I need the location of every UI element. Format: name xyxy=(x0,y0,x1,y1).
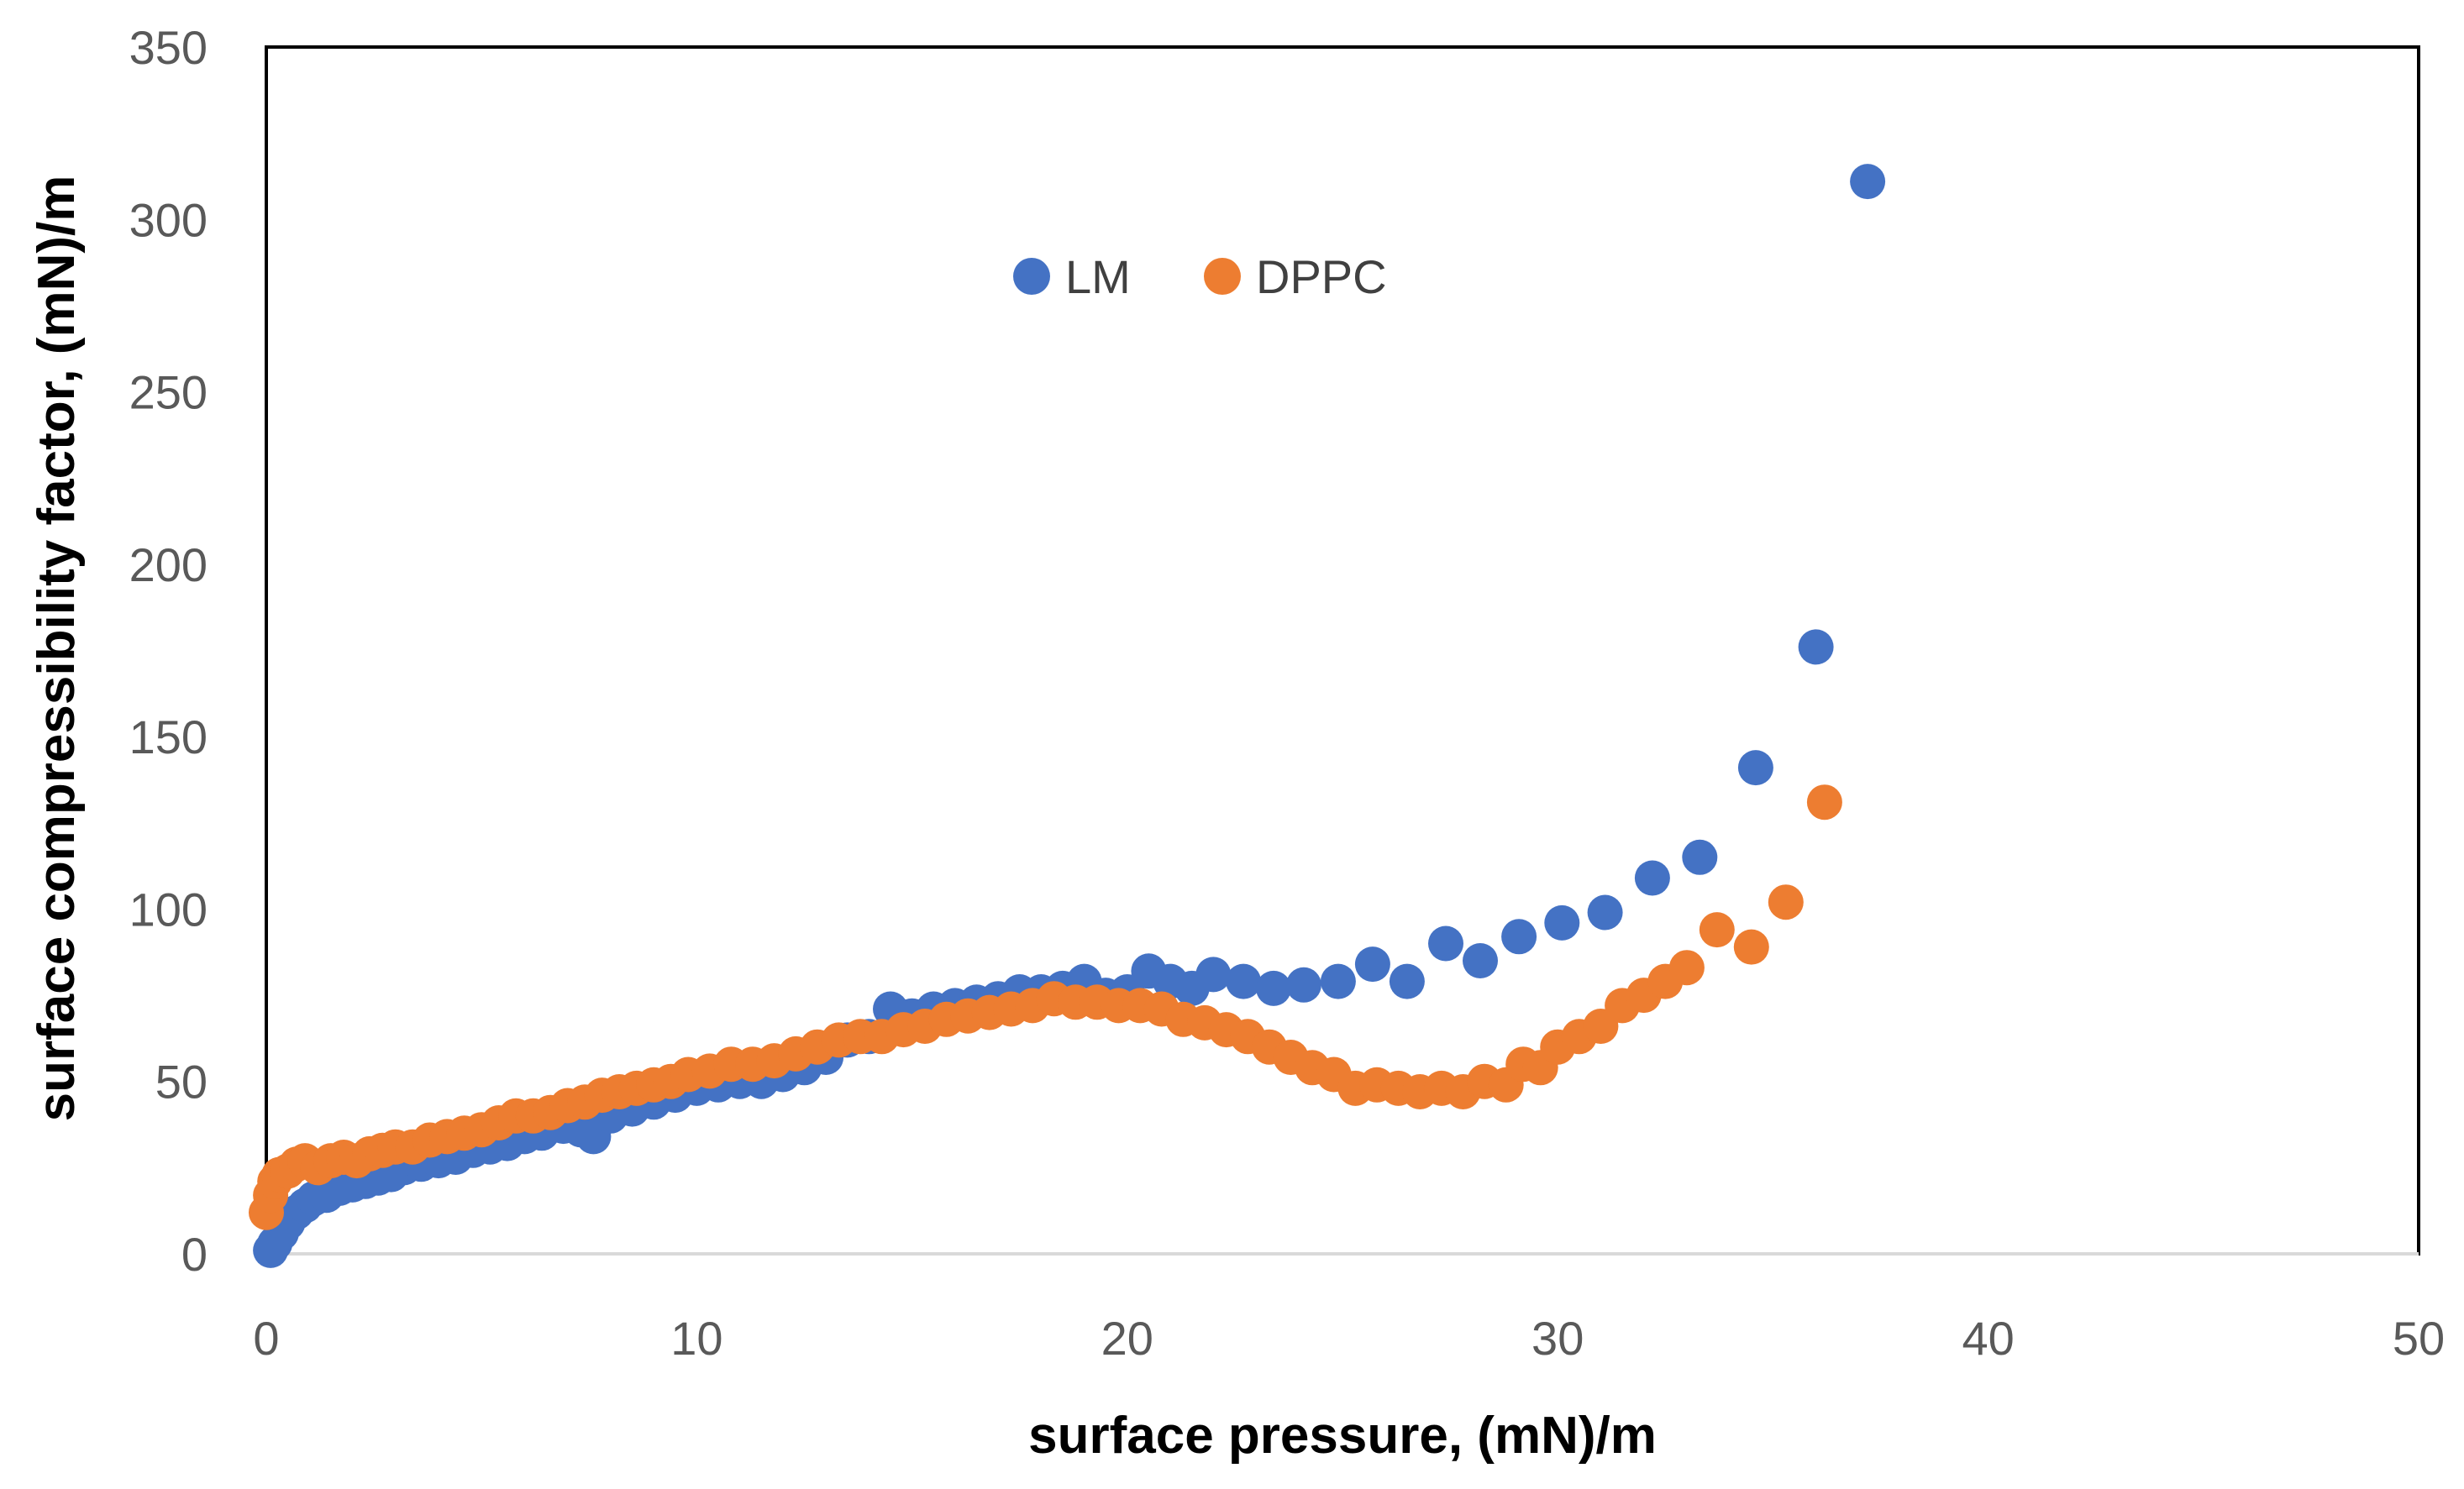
x-axis-tick-labels: 0 10 20 30 40 50 xyxy=(253,1312,2445,1365)
lm-point xyxy=(1634,860,1670,896)
dppc-point xyxy=(1733,929,1769,965)
legend-label-dppc: DPPC xyxy=(1256,250,1387,303)
lm-point xyxy=(1320,963,1356,999)
y-tick-label: 350 xyxy=(129,21,208,74)
lm-point xyxy=(1354,946,1390,983)
x-tick-label: 0 xyxy=(253,1312,279,1365)
lm-point xyxy=(1226,963,1262,999)
legend-label-lm: LM xyxy=(1065,250,1131,303)
y-axis-tick-labels: 0 50 100 150 200 250 300 350 xyxy=(129,21,208,1281)
lm-point xyxy=(1544,904,1580,941)
lm-point xyxy=(1850,164,1886,200)
legend-marker-dppc xyxy=(1204,258,1241,295)
x-tick-label: 20 xyxy=(1101,1312,1153,1365)
y-tick-label: 200 xyxy=(129,538,208,591)
lm-point xyxy=(1285,967,1321,1003)
x-tick-label: 30 xyxy=(1531,1312,1584,1365)
lm-point xyxy=(1501,919,1537,955)
series-dppc xyxy=(249,784,1842,1230)
dppc-point xyxy=(1699,912,1735,948)
x-tick-label: 40 xyxy=(1962,1312,2014,1365)
lm-point xyxy=(1587,894,1623,931)
lm-point xyxy=(1737,750,1773,786)
x-tick-label: 50 xyxy=(2393,1312,2445,1365)
y-tick-label: 300 xyxy=(129,193,208,246)
lm-point xyxy=(1256,970,1291,1006)
series-lm xyxy=(253,164,1886,1268)
y-tick-label: 50 xyxy=(155,1056,208,1109)
dppc-point xyxy=(1768,884,1804,920)
dppc-point xyxy=(1668,950,1705,986)
legend: LM DPPC xyxy=(1013,250,1387,303)
y-tick-label: 100 xyxy=(129,883,208,936)
dppc-point xyxy=(1806,784,1842,821)
lm-point xyxy=(1428,925,1463,962)
lm-point xyxy=(1195,957,1232,993)
lm-point xyxy=(1682,839,1718,875)
lm-point xyxy=(1389,963,1425,999)
y-tick-label: 250 xyxy=(129,366,208,419)
lm-point xyxy=(1463,943,1498,978)
x-axis-title: surface pressure, (mN)/m xyxy=(1028,1407,1657,1465)
lm-point xyxy=(1798,629,1834,665)
x-tick-label: 10 xyxy=(670,1312,722,1365)
y-tick-label: 0 xyxy=(181,1228,208,1281)
y-axis-title: surface compressibility factor, (mN)/m xyxy=(28,176,86,1122)
y-tick-label: 150 xyxy=(129,710,208,763)
legend-marker-lm xyxy=(1013,258,1050,295)
